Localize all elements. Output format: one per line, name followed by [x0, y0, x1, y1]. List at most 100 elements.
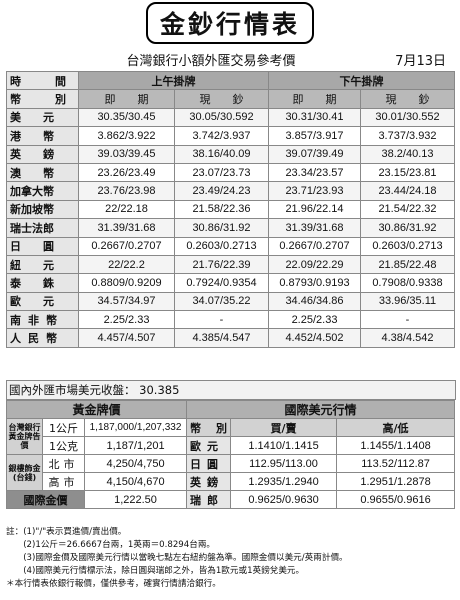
fx-row: 新加坡幣 22/22.18 21.58/22.36 21.96/22.14 21.54/…: [6, 199, 455, 220]
fx-row: 加拿大幣 23.76/23.98 23.49/24.23 23.71/23.93 23.…: [6, 181, 455, 201]
domestic-value: 30.385: [139, 383, 180, 397]
fx-afternoon-spot: 34.46/34.86: [268, 291, 361, 312]
usd-col-buysell: 買/賣: [230, 418, 338, 437]
note-4: (4)國際美元行情標示法，除日圓與瑞郎之外，皆為1歐元或1英鎊兌美元。: [6, 566, 305, 576]
usd-row-highlow: 1.1455/1.1408: [336, 436, 456, 455]
gold-header: 黃金牌價: [5, 400, 188, 419]
intl-gold-label: 國際金價: [6, 490, 85, 509]
fx-afternoon-spot: 0.2667/0.2707: [268, 236, 361, 256]
domestic-usd-close: 國內外匯市場美元收盤： 30.385: [6, 380, 456, 400]
fx-afternoon-cash: 33.96/35.11: [360, 291, 455, 312]
usd-row-highlow: 1.2951/1.2878: [336, 472, 456, 491]
fx-morning-spot: 39.03/39.45: [78, 144, 175, 164]
fx-currency-name: 紐元: [6, 254, 79, 275]
bank-gram-value: 1,187/1,201: [83, 436, 188, 455]
fx-morning-spot: 2.25/2.33: [78, 310, 175, 330]
fx-morning-cash: 0.7924/0.9354: [174, 273, 269, 293]
fx-morning-spot: 30.35/30.45: [78, 107, 175, 128]
fx-currency-name: 澳幣: [6, 162, 79, 183]
fx-row: 港幣 3.862/3.922 3.742/3.937 3.857/3.917 3.737…: [6, 126, 455, 146]
fx-row: 日圓 0.2667/0.2707 0.2603/0.2713 0.2667/0.270…: [6, 236, 455, 256]
bank-kg-value: 1,187,000/1,207,332: [83, 418, 188, 437]
fx-afternoon-spot: 31.39/31.68: [268, 218, 361, 238]
north-value: 4,250/4,750: [83, 454, 188, 473]
intl-usd-header: 國際美元行情: [186, 400, 456, 419]
fx-morning-cash: 3.742/3.937: [174, 126, 269, 146]
usd-row-buysell: 1.2935/1.2940: [230, 472, 338, 491]
fx-currency-name: 南非幣: [6, 310, 79, 330]
fx-row: 南非幣 2.25/2.33-2.25/2.33-: [6, 310, 455, 330]
fx-morning-spot: 3.862/3.922: [78, 126, 175, 146]
fx-currency-name: 日圓: [6, 236, 79, 256]
fx-afternoon-spot: 0.8793/0.9193: [268, 273, 361, 293]
fx-morning-cash: 34.07/35.22: [174, 291, 269, 312]
intl-gold-value: 1,222.50: [83, 490, 188, 509]
fx-morning-cash: 38.16/40.09: [174, 144, 269, 164]
kaohsiung-value: 4,150/4,670: [83, 472, 188, 491]
usd-row-highlow: 113.52/112.87: [336, 454, 456, 473]
fx-morning-cash: -: [174, 310, 269, 330]
fx-afternoon-spot: 22.09/22.29: [268, 254, 361, 275]
col-afternoon: 下午掛牌: [268, 70, 455, 91]
usd-col-currency: 幣 別: [186, 418, 232, 437]
usd-col-highlow: 高/低: [336, 418, 456, 437]
fx-currency-name: 瑞士法郎: [6, 218, 79, 238]
bank-gram-unit: 1公克: [42, 436, 85, 455]
fx-row: 歐元 34.57/34.97 34.07/35.22 34.46/34.86 33.96…: [6, 291, 455, 312]
usd-row-buysell: 1.1410/1.1415: [230, 436, 338, 455]
fx-morning-cash: 21.76/22.39: [174, 254, 269, 275]
fx-row: 瑞士法郎 31.39/31.68 30.86/31.92 31.39/31.68 30.…: [6, 218, 455, 238]
note-5: ＊本行情表依銀行報價，僅供參考，確實行情請洽銀行。: [6, 579, 221, 589]
fx-currency-name: 歐元: [6, 291, 79, 312]
subtitle: 台灣銀行小額外匯交易參考價: [126, 53, 296, 69]
fx-afternoon-cash: 30.86/31.92: [360, 218, 455, 238]
fx-rate-table: 時 間 上午掛牌 下午掛牌 幣 別 即 期 現 鈔 即 期 現 鈔 美元 30.3…: [6, 70, 455, 348]
fx-currency-name: 英鎊: [6, 144, 79, 164]
fx-afternoon-spot: 30.31/30.41: [268, 107, 361, 128]
fx-afternoon-spot: 39.07/39.49: [268, 144, 361, 164]
fx-afternoon-cash: 38.2/40.13: [360, 144, 455, 164]
fx-row: 紐元 22/22.2 21.76/22.39 22.09/22.29 21.85/22.…: [6, 254, 455, 275]
col-morning-cash: 現 鈔: [174, 89, 269, 109]
fx-currency-name: 加拿大幣: [6, 181, 79, 201]
date-label: 7月13日: [395, 53, 446, 69]
fx-morning-spot: 23.76/23.98: [78, 181, 175, 201]
domestic-label: 國內外匯市場美元收盤：: [9, 383, 136, 397]
col-currency: 幣 別: [6, 89, 79, 109]
usd-row-name: 英鎊: [186, 472, 232, 491]
fx-afternoon-cash: 30.01/30.552: [360, 107, 455, 128]
fx-row: 泰銖 0.8809/0.9209 0.7924/0.9354 0.8793/0.919…: [6, 273, 455, 293]
fx-afternoon-cash: 21.54/22.32: [360, 199, 455, 220]
fx-afternoon-cash: 23.44/24.18: [360, 181, 455, 201]
fx-afternoon-cash: -: [360, 310, 455, 330]
fx-morning-cash: 4.385/4.547: [174, 328, 269, 348]
note-1: 註：(1)"/"表示買進價/賣出價。: [6, 527, 127, 537]
fx-afternoon-cash: 21.85/22.48: [360, 254, 455, 275]
bank-gold-label: 台灣銀行黃金牌告價: [6, 418, 43, 455]
fx-morning-cash: 23.49/24.23: [174, 181, 269, 201]
col-morning: 上午掛牌: [78, 70, 269, 91]
bank-kg-unit: 1公斤: [42, 418, 85, 437]
fx-row: 英鎊 39.03/39.45 38.16/40.09 39.07/39.49 38.2/…: [6, 144, 455, 164]
fx-morning-spot: 0.8809/0.9209: [78, 273, 175, 293]
fx-currency-name: 新加坡幣: [6, 199, 79, 220]
col-time: 時 間: [6, 70, 79, 91]
col-afternoon-spot: 即 期: [268, 89, 361, 109]
fx-afternoon-spot: 23.71/23.93: [268, 181, 361, 201]
fx-afternoon-cash: 4.38/4.542: [360, 328, 455, 348]
fx-morning-cash: 30.05/30.592: [174, 107, 269, 128]
usd-row-name: 歐元: [186, 436, 232, 455]
col-morning-spot: 即 期: [78, 89, 175, 109]
subtitle-row: 台灣銀行小額外匯交易參考價 7月13日: [6, 48, 454, 70]
note-2: (2)1公斤＝26.6667台兩，1英兩＝0.8294台兩。: [6, 540, 216, 550]
usd-row-name: 日圓: [186, 454, 232, 473]
fx-morning-spot: 0.2667/0.2707: [78, 236, 175, 256]
fx-afternoon-cash: 3.737/3.932: [360, 126, 455, 146]
fx-afternoon-spot: 2.25/2.33: [268, 310, 361, 330]
title-area: 金鈔行情表: [0, 0, 460, 46]
fx-currency-name: 美元: [6, 107, 79, 128]
fx-morning-cash: 21.58/22.36: [174, 199, 269, 220]
note-3: (3)國際金價及國際美元行情以當晚七點左右紐約盤為準。國際金價以美元/英兩計價。: [6, 553, 348, 563]
jewelry-gold-label: 銀樓飾金(台錢): [6, 454, 43, 491]
fx-morning-spot: 31.39/31.68: [78, 218, 175, 238]
